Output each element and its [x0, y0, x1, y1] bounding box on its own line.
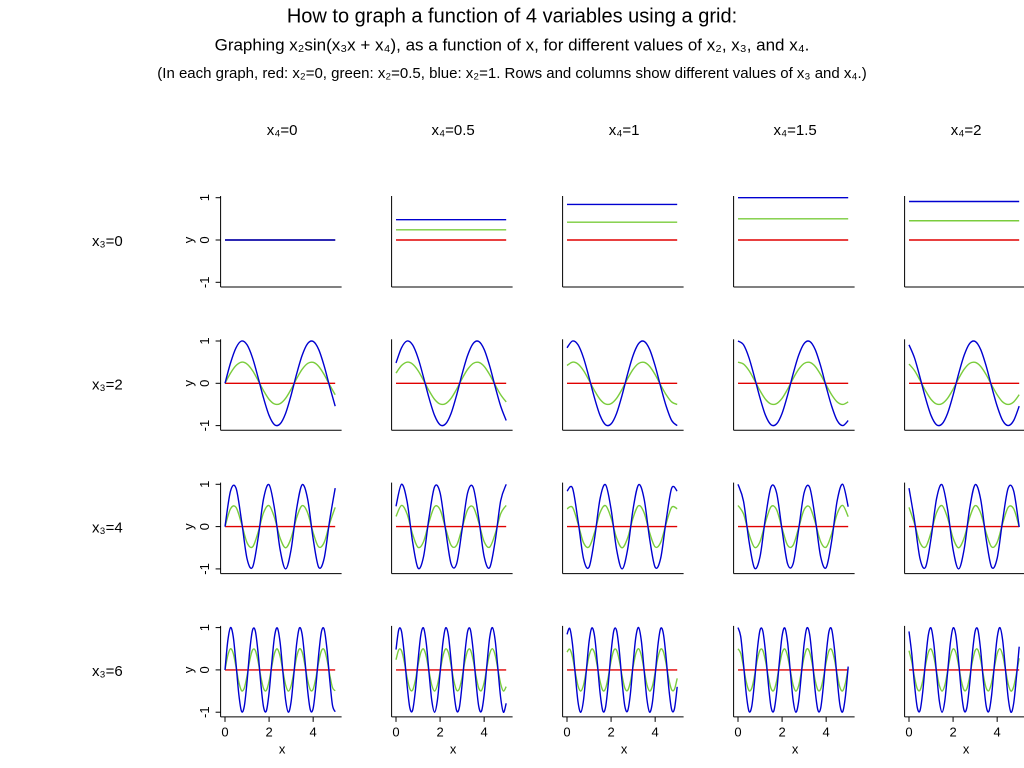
y-tick-label: 1 [197, 194, 212, 201]
curve [908, 340, 1020, 427]
y-tick-label: 0 [197, 380, 212, 387]
x-tick-label: 0 [221, 724, 228, 739]
chart-note: (In each graph, red: x₂=0, green: x₂=0.5… [157, 65, 866, 82]
curve [566, 483, 678, 570]
x-tick-label: 0 [905, 724, 912, 739]
curve [737, 626, 849, 713]
y-tick-label: 1 [197, 481, 212, 488]
x-axis-label: x [963, 741, 970, 756]
curve [395, 361, 507, 406]
x-tick-label: 4 [481, 724, 488, 739]
column-label: x₄=0 [267, 122, 298, 139]
column-label: x₄=1.5 [773, 122, 816, 139]
y-tick-label: -1 [197, 420, 212, 432]
y-tick-label: -1 [197, 563, 212, 575]
chart-subtitle: Graphing x₂sin(x₃x + x₄), as a function … [215, 35, 810, 54]
y-axis-label: y [181, 236, 196, 243]
row-label: x₃=0 [92, 233, 123, 250]
y-tick-label: -1 [197, 706, 212, 718]
x-axis-label: x [621, 741, 628, 756]
curve [224, 626, 336, 713]
x-tick-label: 2 [436, 724, 443, 739]
curve [224, 340, 336, 427]
y-axis-label: y [181, 380, 196, 387]
row-label: x₃=2 [92, 376, 123, 393]
curve [737, 483, 849, 570]
y-axis-label: y [181, 666, 196, 673]
curve [566, 340, 678, 427]
y-tick-label: 0 [197, 523, 212, 530]
curve [395, 626, 507, 713]
y-tick-label: -1 [197, 277, 212, 289]
curve [224, 361, 336, 406]
y-tick-label: 0 [197, 666, 212, 673]
x-axis-label: x [792, 741, 799, 756]
x-tick-label: 2 [607, 724, 614, 739]
x-tick-label: 2 [949, 724, 956, 739]
x-tick-label: 0 [392, 724, 399, 739]
curve [224, 483, 336, 570]
row-label: x₃=6 [92, 663, 123, 680]
x-tick-label: 2 [778, 724, 785, 739]
x-tick-label: 0 [563, 724, 570, 739]
curve [908, 626, 1020, 714]
x-tick-label: 0 [734, 724, 741, 739]
x-tick-label: 4 [310, 724, 317, 739]
row-label: x₃=4 [92, 520, 123, 537]
curve [737, 504, 849, 549]
curve [737, 340, 849, 427]
curve [395, 340, 507, 427]
x-axis-label: x [279, 741, 286, 756]
y-tick-label: 0 [197, 236, 212, 243]
y-tick-label: 1 [197, 624, 212, 631]
column-label: x₄=0.5 [431, 122, 474, 139]
curve [395, 483, 507, 570]
x-tick-label: 2 [265, 724, 272, 739]
y-axis-label: y [181, 523, 196, 530]
x-tick-label: 4 [994, 724, 1001, 739]
x-tick-label: 4 [823, 724, 830, 739]
column-label: x₄=2 [951, 122, 982, 139]
x-axis-label: x [450, 741, 457, 756]
y-tick-label: 1 [197, 337, 212, 344]
chart-title: How to graph a function of 4 variables u… [287, 5, 737, 27]
x-tick-label: 4 [652, 724, 659, 739]
curve [395, 504, 507, 549]
curve [566, 626, 678, 713]
curve [566, 504, 678, 549]
curve [908, 361, 1020, 406]
curve [908, 648, 1020, 692]
curve [908, 483, 1020, 570]
column-label: x₄=1 [609, 122, 640, 139]
